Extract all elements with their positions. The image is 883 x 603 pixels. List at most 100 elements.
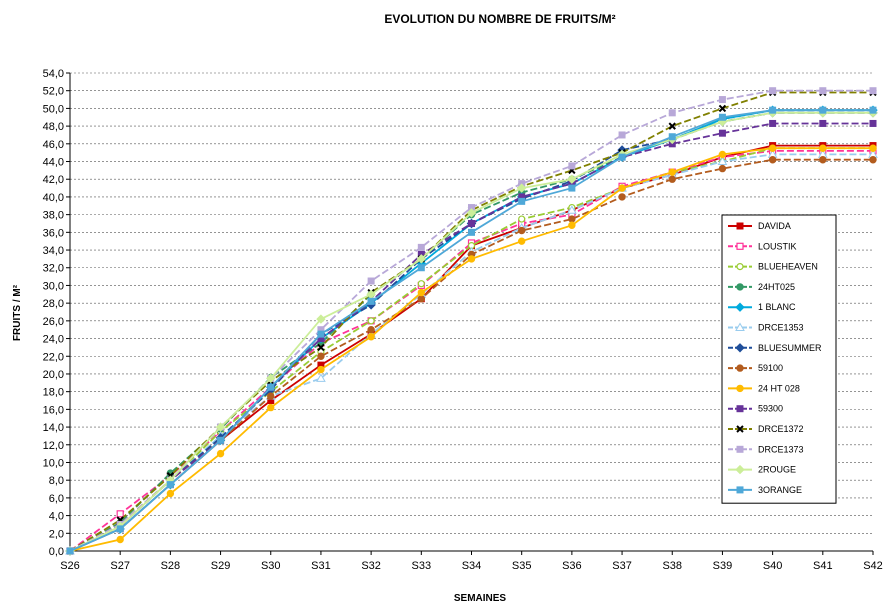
y-tick-label: 42,0 (43, 174, 64, 186)
series-line (69, 150, 873, 552)
data-point (736, 364, 744, 372)
legend-label: LOUSTIK (758, 241, 797, 251)
legend-item: BLUESUMMER (728, 343, 822, 353)
data-point (768, 156, 777, 164)
y-tick-label: 12,0 (43, 440, 64, 452)
x-tick-label: S31 (311, 560, 331, 572)
legend-item: LOUSTIK (728, 241, 797, 251)
legend-item: BLUEHEAVEN (728, 262, 818, 272)
series-line (69, 91, 873, 552)
data-point (568, 221, 576, 229)
data-point (668, 175, 676, 183)
y-tick-label: 36,0 (43, 227, 64, 239)
x-tick-label: S35 (512, 560, 532, 572)
data-point (568, 215, 576, 223)
y-tick-label: 48,0 (43, 121, 64, 133)
data-point (317, 343, 325, 352)
y-tick-label: 16,0 (43, 404, 64, 416)
y-tick-label: 54,0 (43, 68, 64, 80)
data-point (516, 183, 527, 193)
series-3orange (66, 106, 877, 555)
data-point (467, 255, 476, 263)
data-point (417, 243, 425, 251)
data-point (166, 489, 175, 498)
data-point (819, 87, 827, 95)
data-point (869, 87, 877, 95)
data-point (466, 208, 477, 218)
data-point (736, 384, 744, 393)
data-point (869, 144, 877, 152)
data-point (735, 464, 745, 475)
data-point (416, 254, 427, 264)
y-tick-label: 46,0 (43, 139, 64, 151)
data-point (215, 422, 226, 432)
data-point (267, 383, 275, 391)
y-tick-label: 50,0 (43, 103, 64, 115)
data-point (367, 297, 375, 305)
data-point (518, 197, 526, 205)
x-tick-label: S29 (211, 560, 231, 572)
data-point (367, 317, 375, 325)
legend-label: 59300 (758, 404, 783, 414)
x-axis-title: SEMAINES (454, 593, 507, 603)
chart-title: EVOLUTION DU NOMBRE DE FRUITS/M² (384, 12, 615, 26)
legend-item: DAVIDA (728, 221, 791, 231)
data-point (736, 263, 744, 271)
data-point (819, 119, 827, 127)
data-point (717, 156, 728, 166)
data-point (267, 403, 275, 412)
y-tick-label: 38,0 (43, 210, 64, 222)
y-tick-label: 18,0 (43, 387, 64, 399)
data-point (618, 153, 626, 161)
data-point (116, 510, 124, 518)
y-ticks: 0,0 2,0 4,0 6,0 8,0 10,0 12,0 14,0 16,0 18,0 20,0 2… (43, 68, 70, 558)
data-point (668, 133, 676, 141)
x-tick-label: S30 (261, 560, 281, 572)
y-tick-label: 10,0 (43, 457, 64, 469)
x-ticks: S26 S27 S28 S29 S30 S31 S32 S33 S34 S35 S36 S37 S38 S… (60, 551, 883, 572)
data-point (668, 122, 676, 130)
data-point (316, 373, 326, 382)
data-point (735, 322, 745, 331)
data-point (316, 314, 326, 324)
data-point (769, 119, 777, 127)
series-group (65, 87, 878, 556)
legend-label: DRCE1373 (758, 444, 804, 454)
y-tick-label: 0,0 (49, 546, 64, 558)
data-point (869, 119, 877, 127)
data-point (769, 106, 777, 114)
data-point (736, 283, 744, 291)
data-point (618, 131, 626, 139)
y-tick-label: 24,0 (43, 334, 64, 346)
x-tick-label: S41 (813, 560, 833, 572)
y-tick-label: 52,0 (43, 86, 64, 98)
data-point (116, 535, 124, 544)
x-tick-label: S26 (60, 560, 80, 572)
x-tick-label: S36 (562, 560, 582, 572)
y-tick-label: 40,0 (43, 192, 64, 204)
data-point (568, 162, 576, 170)
data-point (768, 144, 777, 152)
data-point (736, 222, 744, 230)
y-tick-label: 30,0 (43, 280, 64, 292)
legend-label: 24 HT 028 (758, 383, 800, 393)
data-point (618, 193, 626, 201)
data-point (718, 164, 727, 173)
data-point (267, 392, 275, 400)
data-point (367, 333, 375, 341)
data-point (718, 150, 727, 159)
legend-item: 2ROUGE (728, 465, 796, 475)
legend-label: BLUESUMMER (758, 343, 822, 353)
data-point (217, 436, 225, 444)
y-tick-label: 22,0 (43, 351, 64, 363)
y-tick-label: 2,0 (49, 528, 64, 540)
data-point (317, 330, 325, 338)
x-tick-label: S33 (412, 560, 432, 572)
data-point (819, 144, 827, 152)
legend-label: 1 BLANC (758, 302, 796, 312)
legend-label: BLUEHEAVEN (758, 262, 818, 272)
x-tick-label: S38 (662, 560, 682, 572)
y-axis-title: FRUITS / M² (12, 284, 23, 341)
data-point (317, 352, 325, 360)
